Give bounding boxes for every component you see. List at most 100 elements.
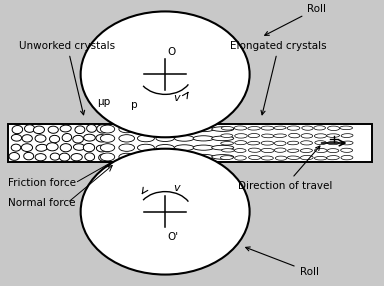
Ellipse shape — [33, 126, 45, 134]
Ellipse shape — [11, 144, 21, 151]
Ellipse shape — [221, 126, 234, 130]
Ellipse shape — [119, 125, 134, 133]
Text: Normal force: Normal force — [8, 198, 75, 208]
Ellipse shape — [248, 134, 260, 138]
Ellipse shape — [46, 143, 58, 151]
Ellipse shape — [212, 145, 234, 150]
Ellipse shape — [175, 145, 194, 150]
Ellipse shape — [25, 125, 35, 132]
Ellipse shape — [73, 144, 85, 150]
Ellipse shape — [97, 125, 108, 133]
Ellipse shape — [119, 144, 134, 151]
Ellipse shape — [314, 148, 327, 152]
Ellipse shape — [22, 144, 33, 152]
Text: O': O' — [167, 232, 178, 242]
Ellipse shape — [221, 142, 233, 145]
Ellipse shape — [100, 144, 115, 152]
Ellipse shape — [341, 148, 353, 152]
Ellipse shape — [261, 126, 274, 130]
Ellipse shape — [328, 126, 339, 130]
Ellipse shape — [248, 156, 260, 160]
Ellipse shape — [48, 126, 58, 133]
Text: v: v — [173, 183, 180, 193]
Text: Roll: Roll — [265, 4, 326, 35]
Ellipse shape — [261, 141, 274, 145]
Text: Elongated crystals: Elongated crystals — [230, 41, 327, 115]
Text: v: v — [173, 93, 180, 103]
Circle shape — [81, 11, 250, 137]
Ellipse shape — [234, 149, 246, 152]
Ellipse shape — [235, 156, 246, 160]
Ellipse shape — [85, 153, 94, 161]
Ellipse shape — [35, 154, 46, 161]
Ellipse shape — [175, 154, 194, 160]
Ellipse shape — [341, 155, 353, 160]
Ellipse shape — [248, 142, 260, 145]
Ellipse shape — [327, 149, 339, 153]
Ellipse shape — [235, 141, 247, 145]
Text: Unworked crystals: Unworked crystals — [19, 41, 115, 115]
Ellipse shape — [36, 144, 47, 151]
Ellipse shape — [327, 134, 339, 137]
Ellipse shape — [175, 136, 194, 141]
Ellipse shape — [288, 149, 299, 152]
Ellipse shape — [341, 141, 353, 145]
Ellipse shape — [59, 153, 70, 161]
Ellipse shape — [261, 148, 274, 153]
Ellipse shape — [287, 141, 299, 145]
Ellipse shape — [314, 156, 327, 160]
Ellipse shape — [71, 154, 82, 161]
Ellipse shape — [261, 156, 273, 160]
Text: Direction of travel: Direction of travel — [238, 146, 333, 191]
Ellipse shape — [35, 135, 46, 142]
Ellipse shape — [301, 141, 313, 145]
Ellipse shape — [193, 154, 214, 160]
Ellipse shape — [248, 148, 261, 152]
Text: μp: μp — [97, 97, 110, 107]
Ellipse shape — [300, 156, 313, 160]
Ellipse shape — [235, 134, 247, 138]
Ellipse shape — [314, 134, 326, 138]
Ellipse shape — [301, 134, 313, 138]
Circle shape — [81, 149, 250, 275]
Text: Friction force: Friction force — [8, 178, 76, 188]
Text: O: O — [167, 47, 175, 57]
Ellipse shape — [119, 135, 134, 142]
Ellipse shape — [222, 149, 234, 152]
Ellipse shape — [75, 126, 85, 134]
Ellipse shape — [212, 136, 234, 141]
Ellipse shape — [50, 135, 60, 143]
Ellipse shape — [302, 126, 313, 130]
Ellipse shape — [60, 144, 71, 152]
Ellipse shape — [84, 134, 95, 141]
Ellipse shape — [99, 154, 108, 161]
Ellipse shape — [119, 153, 134, 161]
Ellipse shape — [137, 126, 154, 132]
Ellipse shape — [22, 135, 32, 142]
Ellipse shape — [62, 134, 72, 142]
Ellipse shape — [193, 126, 214, 132]
Ellipse shape — [73, 135, 83, 143]
Ellipse shape — [137, 144, 154, 151]
Ellipse shape — [100, 134, 115, 142]
Ellipse shape — [221, 134, 233, 138]
Ellipse shape — [289, 133, 300, 138]
Ellipse shape — [248, 127, 260, 130]
Ellipse shape — [274, 141, 286, 146]
Ellipse shape — [12, 126, 23, 134]
Ellipse shape — [83, 143, 94, 152]
Ellipse shape — [87, 125, 96, 132]
Ellipse shape — [341, 134, 353, 138]
Ellipse shape — [60, 125, 71, 132]
Ellipse shape — [273, 134, 286, 138]
Ellipse shape — [156, 135, 174, 142]
Ellipse shape — [212, 127, 234, 131]
Ellipse shape — [193, 136, 214, 141]
Ellipse shape — [287, 126, 300, 130]
Ellipse shape — [9, 152, 20, 160]
Ellipse shape — [262, 134, 274, 138]
Ellipse shape — [193, 145, 214, 150]
Text: Roll: Roll — [246, 247, 318, 277]
Ellipse shape — [274, 126, 286, 130]
Ellipse shape — [156, 144, 174, 151]
